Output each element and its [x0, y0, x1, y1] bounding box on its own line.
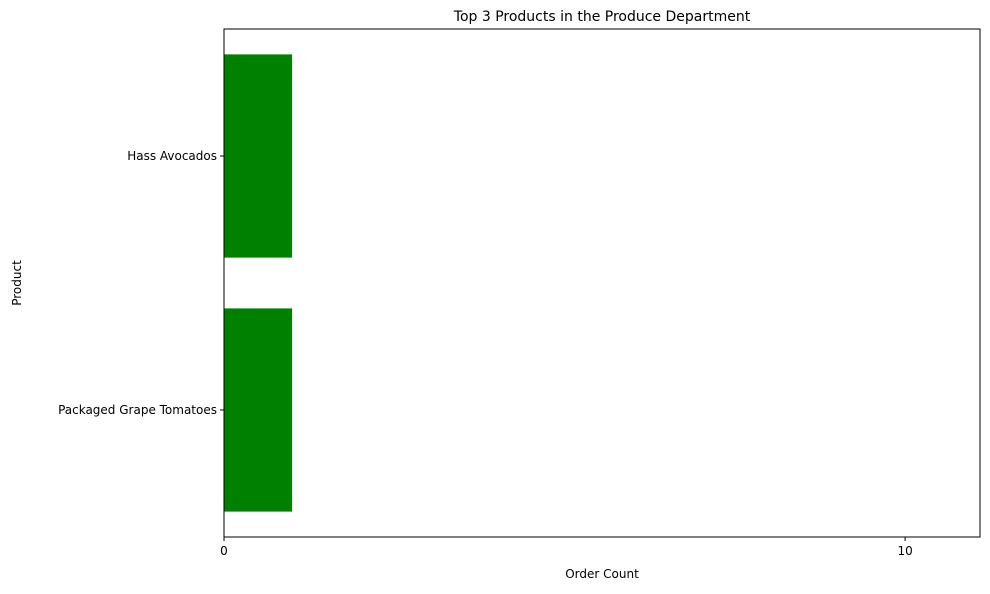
plot-frame — [223, 28, 981, 538]
y-tick-label: Hass Avocados — [127, 149, 217, 163]
bar-packaged-grape-tomatoes — [224, 308, 293, 512]
x-axis-label: Order Count — [565, 567, 639, 581]
x-tick-label: 10 — [897, 544, 912, 558]
bar-hass-avocados — [224, 54, 293, 258]
x-tick-label: 0 — [220, 544, 228, 558]
x-axis-ticks: 0 10 — [220, 537, 913, 558]
y-axis-ticks: Hass Avocados Packaged Grape Tomatoes — [58, 149, 224, 417]
chart-title: Top 3 Products in the Produce Department — [453, 9, 751, 25]
bars-layer — [224, 54, 293, 512]
y-axis-label: Product — [10, 260, 24, 306]
y-tick-label: Packaged Grape Tomatoes — [58, 403, 217, 417]
